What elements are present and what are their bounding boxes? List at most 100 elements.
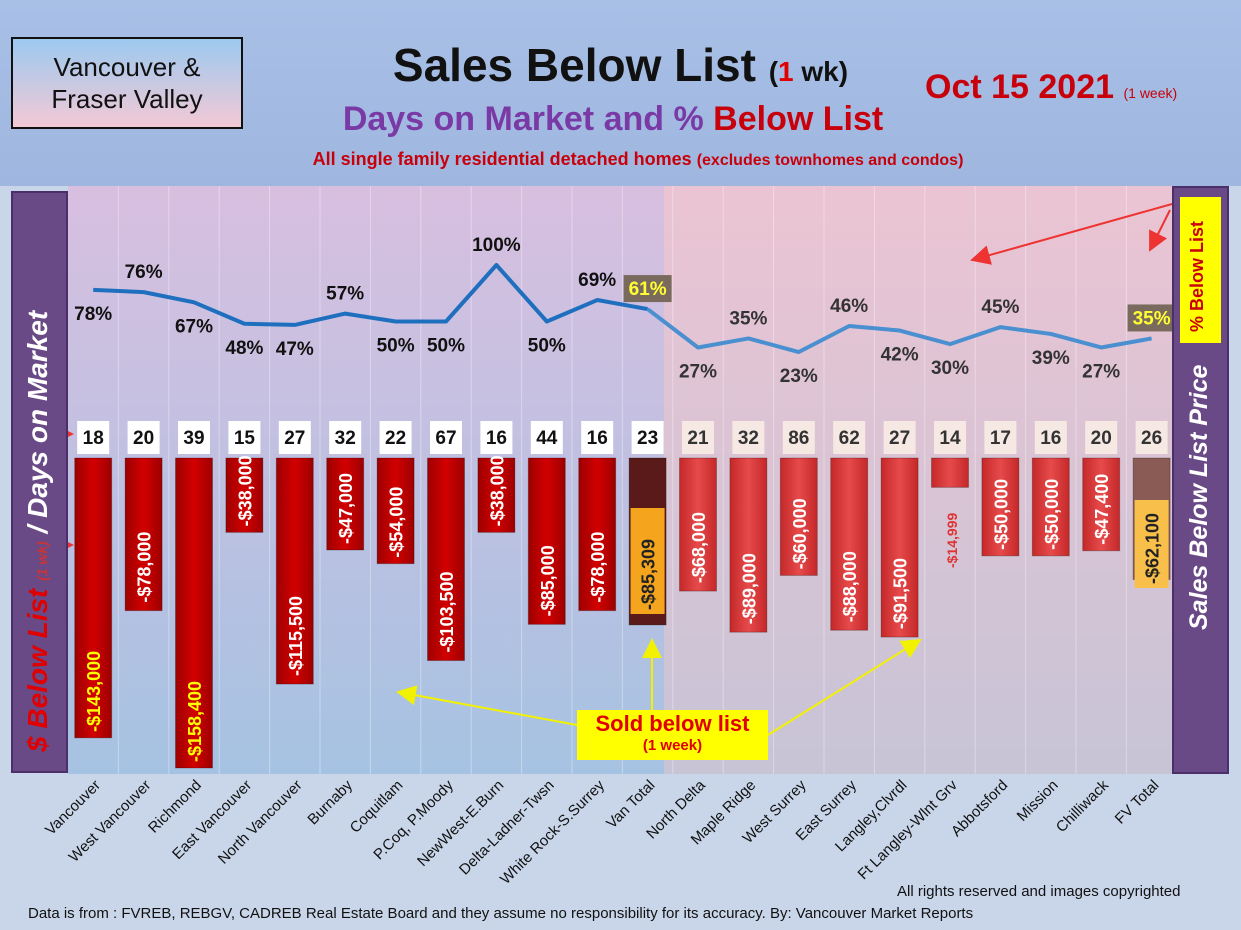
category-label: Ft Langley-Wlnt Grv: [854, 776, 961, 883]
days-box: [329, 421, 362, 454]
category-label: NewWest-E.Burn: [414, 777, 507, 870]
dollar-label: -$78,000: [588, 532, 608, 603]
dollar-label: -$60,000: [790, 498, 810, 569]
dollar-label: -$103,500: [437, 571, 457, 652]
left-axis-part1: $ Below List: [22, 588, 53, 752]
category-label: Delta-Ladner-Twsn: [456, 777, 558, 879]
days-label: 20: [133, 428, 154, 449]
days-label: 16: [587, 428, 608, 449]
dollar-label: -$143,000: [84, 651, 104, 732]
left-axis-part3: / Days on Market: [22, 310, 53, 534]
days-label: 39: [183, 428, 204, 449]
arrow-callout-right: [767, 638, 922, 736]
pct-label: 27%: [1082, 361, 1120, 382]
pct-label: 35%: [729, 308, 767, 329]
days-box: [1085, 421, 1118, 454]
pct-label: 50%: [377, 336, 415, 357]
days-label: 32: [738, 428, 759, 449]
days-box: [782, 421, 815, 454]
days-box: [682, 421, 714, 454]
pct-label: 47%: [276, 339, 314, 360]
category-label: Burnaby: [304, 776, 356, 828]
days-box: [228, 421, 261, 454]
title-main: Sales Below List: [392, 39, 756, 91]
report-date: Oct 15 2021 (1 week): [925, 68, 1177, 107]
days-label: 15: [234, 428, 256, 449]
callout-main: Sold below list: [595, 711, 750, 736]
days-label: 16: [1040, 428, 1061, 449]
dollar-bar: [981, 457, 1020, 557]
dollar-bar: [779, 457, 818, 576]
dollar-label: -$85,000: [538, 545, 558, 616]
pct-label: 23%: [780, 366, 818, 387]
sold-below-callout: Sold below list (1 week): [577, 710, 768, 760]
days-label: 62: [839, 428, 860, 449]
subtitle-a: Days on Market and %: [342, 100, 714, 138]
dollar-bar: [427, 457, 465, 662]
dollar-label: -$47,400: [1092, 474, 1112, 545]
days-label: 16: [486, 428, 507, 449]
days-label: 21: [687, 428, 709, 449]
days-box: [480, 421, 513, 454]
pct-label: 48%: [225, 338, 263, 359]
region-box: Vancouver & Fraser Valley: [11, 37, 243, 129]
pct-label: 69%: [578, 270, 616, 291]
dollar-bar: [578, 457, 617, 612]
right-badge-text: % Below List: [1187, 220, 1207, 332]
arrow-pct-2: [1149, 209, 1171, 252]
days-label: 20: [1091, 428, 1112, 449]
total-label-bg: [630, 508, 665, 614]
dollar-bar: [729, 457, 768, 633]
dollar-label: -$78,000: [135, 532, 155, 603]
right-badge-label: % Below List: [1187, 221, 1208, 332]
dollar-bar: [124, 457, 163, 612]
source-note: Data is from : FVREB, REBGV, CADREB Real…: [28, 905, 974, 922]
days-box: [1135, 421, 1168, 454]
dollar-label: -$89,000: [739, 553, 759, 624]
dollar-label: -$68,000: [689, 512, 709, 583]
right-axis-label: Sales Below List Price: [1185, 365, 1214, 630]
pct-label: 57%: [326, 284, 364, 305]
days-box: [430, 421, 462, 454]
days-box: [1034, 421, 1067, 454]
desc-a: All single family residential detached h…: [312, 149, 697, 169]
days-label: 17: [990, 428, 1011, 449]
dollar-label: -$14,999: [944, 513, 960, 568]
pct-label: 42%: [881, 345, 919, 366]
total-label-bg: [1134, 500, 1169, 588]
pct-below-badge: [1180, 197, 1221, 343]
dollar-bar: [275, 457, 314, 685]
days-box: [883, 421, 916, 454]
dollar-label: -$47,000: [336, 473, 356, 544]
days-box: [984, 421, 1017, 454]
pct-label: 100%: [472, 235, 521, 256]
dollar-label: -$50,000: [1042, 479, 1062, 550]
dollar-label: -$115,500: [286, 596, 306, 676]
date-text: Oct 15 2021: [925, 68, 1115, 106]
days-label: 18: [83, 428, 104, 449]
pct-label: 35%: [1133, 308, 1171, 329]
dollar-bar: [175, 457, 213, 769]
days-box: [581, 421, 614, 454]
dollar-label: -$62,100: [1143, 513, 1163, 584]
days-box: [934, 421, 966, 454]
days-box: [530, 421, 563, 454]
dollar-label: -$91,500: [891, 558, 911, 629]
fv-pct-line: [646, 307, 1152, 355]
chart-subtitle: Days on Market and % Below List: [0, 100, 1226, 139]
days-label: 27: [889, 428, 910, 449]
left-axis-label: $ Below List (1 wk) / Days on Market: [22, 311, 54, 752]
pct-label: 50%: [528, 336, 566, 357]
dollar-bar: [225, 457, 264, 533]
pct-label: 78%: [74, 304, 112, 325]
date-note: (1 week): [1123, 85, 1178, 101]
dollar-bar: [830, 457, 869, 631]
arrow-callout-left: [396, 685, 578, 726]
days-box: [278, 421, 311, 454]
dollar-bar: [376, 457, 415, 565]
title-close: wk): [793, 56, 849, 87]
region-label: Vancouver & Fraser Valley: [51, 52, 203, 114]
total-pct-bg: [1127, 304, 1176, 332]
pct-label: 30%: [931, 358, 969, 379]
